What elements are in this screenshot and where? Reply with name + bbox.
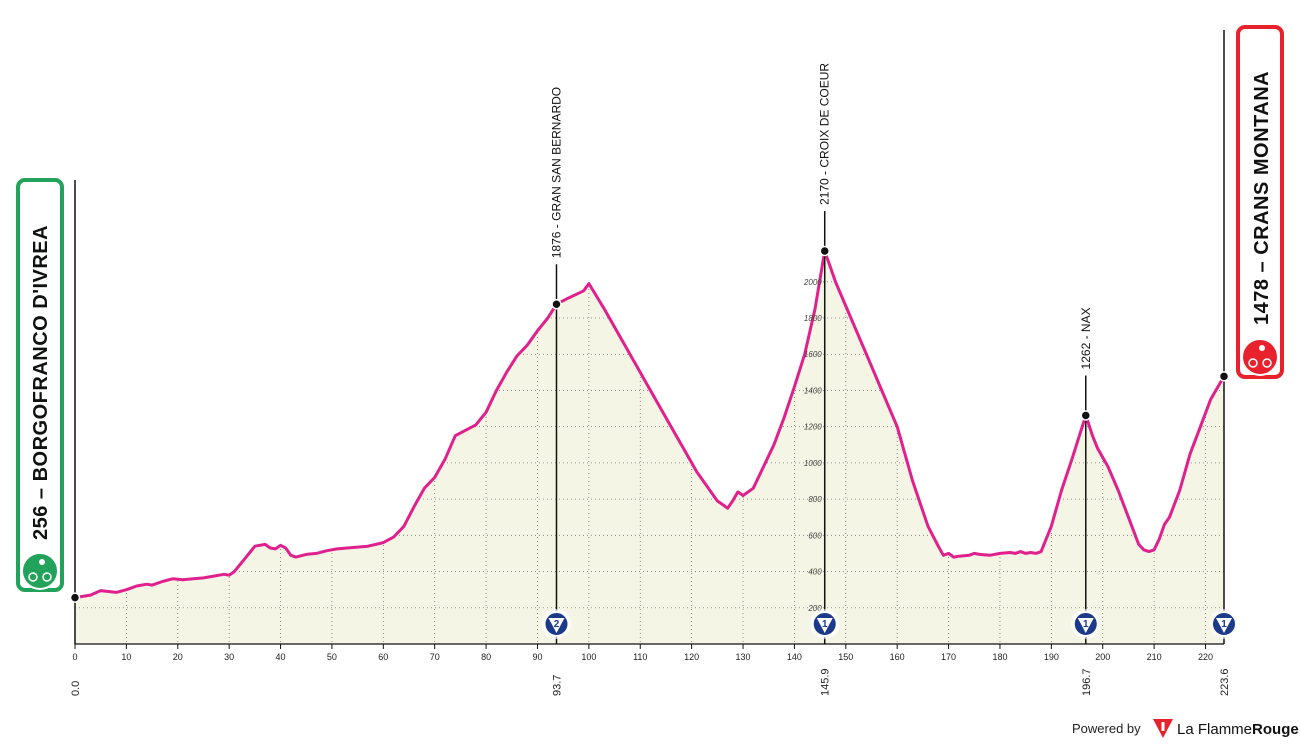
y-tick-label: 1000	[804, 459, 822, 468]
climb-category-number: 1	[822, 619, 828, 630]
x-tick-label: 220	[1198, 652, 1213, 662]
distance-marker-label: 93.7	[551, 675, 563, 696]
finish-town-label: 1478 – CRANS MONTANA	[1251, 71, 1273, 325]
x-tick-label: 0	[72, 652, 77, 662]
climb-label: 1262 - NAX	[1079, 307, 1093, 369]
x-tick-label: 10	[121, 652, 131, 662]
climb-badge-triangle	[816, 618, 833, 633]
climb-summit-dot	[819, 245, 830, 257]
marker-group: 0.0 93.7 145.9 196.7 223.6 1876 - GRAN SAN BE…	[70, 30, 1239, 696]
brand-name-bold: Rouge	[1252, 721, 1299, 738]
x-tick-label: 20	[173, 652, 183, 662]
footer-credit: Powered by La FlammeRouge	[1072, 719, 1299, 738]
start-bike-icon	[21, 552, 59, 590]
x-tick-label: 120	[684, 652, 699, 662]
x-tick-label: 60	[378, 652, 388, 662]
x-tick-label: 30	[224, 652, 234, 662]
distance-marker-label: 0.0	[70, 681, 82, 696]
distance-marker-label: 145.9	[820, 668, 832, 696]
climb-category-number: 1	[1221, 619, 1227, 630]
climb-label: 1876 - GRAN SAN BERNARDO	[549, 87, 563, 258]
y-tick-label: 2000	[803, 278, 822, 287]
profile-line	[74, 249, 1226, 600]
finish-bike-wheel	[1248, 358, 1258, 368]
x-tick-label: 140	[787, 652, 802, 662]
climb-badge-triangle	[1077, 618, 1094, 633]
y-tick-label: 800	[808, 495, 822, 504]
climb-label: 2170 - CROIX DE COEUR	[818, 63, 832, 205]
start-bike-rider	[39, 559, 45, 565]
profile-line-group	[74, 249, 1226, 600]
x-tick-label: 150	[838, 652, 853, 662]
x-tick-label: 190	[1044, 652, 1059, 662]
finish-banner	[1236, 25, 1284, 379]
distance-marker-label: 196.7	[1081, 668, 1093, 696]
powered-by-text: Powered by	[1072, 721, 1141, 736]
y-tick-label: 1200	[804, 423, 822, 432]
x-tick-label: 180	[992, 652, 1007, 662]
climb-category-number: 2	[554, 619, 560, 630]
climb-summit-dot	[1080, 410, 1092, 421]
climb-category-number: 1	[1083, 619, 1089, 630]
svg-text:La FlammeRouge: La FlammeRouge	[1177, 721, 1299, 738]
y-axis-group: 200 400 600 800 1000 1200 1400 1600 1800 2000	[803, 278, 822, 613]
start-town-label: 256 – BORGOFRANCO D'IVREA	[30, 225, 52, 540]
start-banner-group: 256 – BORGOFRANCO D'IVREA	[16, 178, 81, 644]
flamme-rouge-logo-icon	[1153, 719, 1173, 738]
climb-summit-dot	[551, 298, 562, 310]
y-tick-label: 1400	[804, 386, 822, 395]
y-tick-label: 400	[808, 568, 822, 577]
x-tick-label: 200	[1095, 652, 1110, 662]
x-tick-label: 50	[327, 652, 337, 662]
x-tick-label: 210	[1147, 652, 1162, 662]
y-tick-label: 200	[807, 604, 822, 613]
climb-summit-dot	[1218, 371, 1230, 382]
x-tick-label: 80	[481, 652, 491, 662]
start-bike-wheel	[42, 572, 52, 582]
x-tick-label: 40	[276, 652, 286, 662]
y-tick-label: 600	[808, 531, 822, 540]
y-tick-label: 1600	[804, 350, 822, 359]
x-tick-label: 100	[581, 652, 596, 662]
x-axis-group: 0 10 20 30 40 50 60 70 80 90 100 110 120 130 140 150 160…	[72, 643, 1224, 662]
climb-badge-triangle	[548, 618, 565, 633]
climb-badge-triangle	[1216, 618, 1232, 633]
start-bike-wheel	[28, 572, 38, 582]
x-tick-label: 170	[941, 652, 956, 662]
x-tick-label: 70	[430, 652, 440, 662]
brand-name-plain: La Flamme	[1177, 721, 1252, 738]
finish-bike-icon	[1241, 338, 1279, 376]
x-tick-label: 90	[532, 652, 542, 662]
finish-banner-group: 1478 – CRANS MONTANA	[1236, 25, 1284, 379]
distance-marker-label: 223.6	[1219, 668, 1231, 696]
finish-bike-rider	[1259, 345, 1265, 351]
y-tick-label: 1800	[804, 314, 822, 323]
start-dot	[69, 592, 81, 603]
x-tick-label: 160	[890, 652, 905, 662]
x-tick-label: 130	[736, 652, 751, 662]
x-tick-label: 110	[633, 652, 647, 662]
finish-bike-wheel	[1262, 358, 1272, 368]
